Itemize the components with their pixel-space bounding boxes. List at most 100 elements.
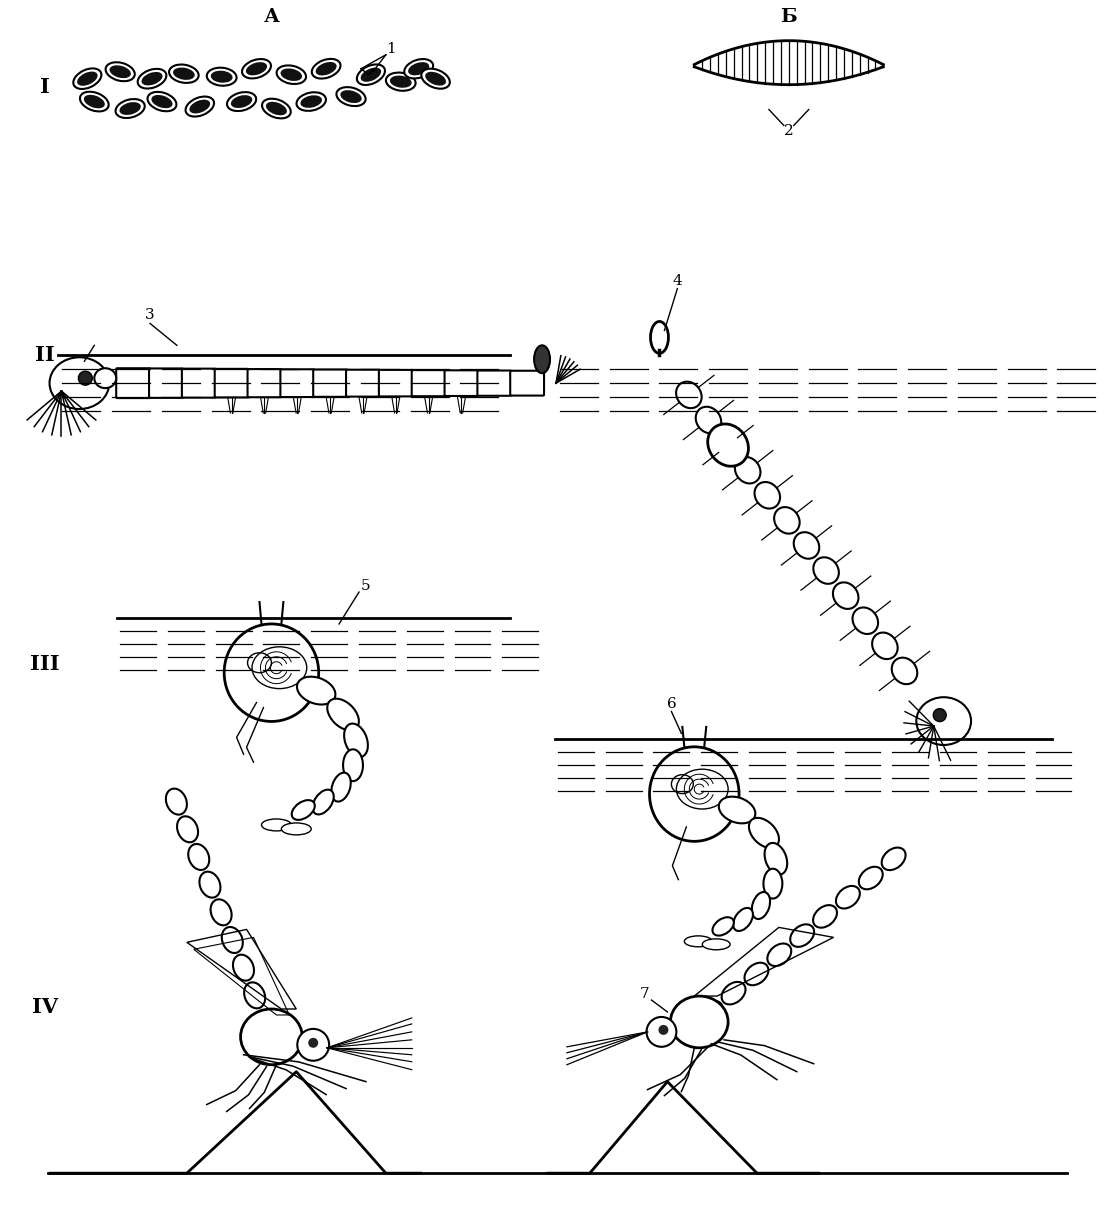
FancyBboxPatch shape [412,370,445,397]
Ellipse shape [670,996,728,1048]
Ellipse shape [277,65,306,84]
Ellipse shape [386,72,416,91]
FancyBboxPatch shape [247,370,281,398]
Ellipse shape [649,747,739,841]
Ellipse shape [647,1017,676,1047]
Ellipse shape [916,698,971,745]
Ellipse shape [170,65,198,83]
Ellipse shape [79,371,92,386]
Ellipse shape [331,772,351,802]
Ellipse shape [244,983,265,1009]
Ellipse shape [882,847,905,870]
Text: III: III [30,654,60,673]
Ellipse shape [699,1001,722,1023]
Ellipse shape [316,62,337,76]
Ellipse shape [658,1024,668,1034]
Ellipse shape [173,67,195,80]
Ellipse shape [297,677,336,705]
Ellipse shape [84,94,105,108]
Ellipse shape [852,607,878,634]
Ellipse shape [749,818,779,848]
Ellipse shape [534,345,550,373]
Ellipse shape [712,917,733,935]
Text: 2: 2 [784,125,793,138]
Text: IV: IV [31,998,58,1017]
FancyBboxPatch shape [444,371,479,397]
Ellipse shape [188,845,209,870]
Ellipse shape [242,59,271,78]
Ellipse shape [327,699,359,731]
Ellipse shape [224,624,319,721]
Ellipse shape [708,424,748,466]
FancyBboxPatch shape [346,370,380,397]
Ellipse shape [774,507,800,534]
Text: 7: 7 [639,987,649,1001]
Text: Б: Б [780,9,797,26]
Ellipse shape [50,357,110,409]
Ellipse shape [357,65,384,84]
Text: 5: 5 [361,579,371,594]
Ellipse shape [345,723,368,758]
Ellipse shape [404,59,433,78]
Ellipse shape [300,95,322,108]
Ellipse shape [281,823,311,835]
Ellipse shape [263,99,290,119]
Text: II: II [34,345,54,365]
Ellipse shape [246,62,267,76]
Ellipse shape [142,72,163,86]
Text: 1: 1 [386,42,396,56]
Ellipse shape [813,557,839,584]
Ellipse shape [312,789,334,814]
Ellipse shape [735,457,760,483]
Ellipse shape [763,869,782,898]
Ellipse shape [308,1038,318,1048]
Ellipse shape [199,871,220,897]
Ellipse shape [752,892,770,919]
Ellipse shape [227,92,256,111]
Ellipse shape [343,749,363,781]
Ellipse shape [833,583,859,608]
Ellipse shape [78,71,98,86]
Ellipse shape [390,76,412,88]
Ellipse shape [765,843,787,875]
Ellipse shape [813,905,837,928]
Ellipse shape [152,95,173,108]
Ellipse shape [892,657,917,684]
Ellipse shape [266,102,287,115]
Ellipse shape [94,368,116,388]
Ellipse shape [311,59,340,78]
Ellipse shape [408,62,429,76]
Ellipse shape [745,963,768,985]
FancyBboxPatch shape [510,371,544,395]
FancyBboxPatch shape [116,368,150,398]
Text: А: А [264,9,279,26]
Ellipse shape [685,936,712,947]
Ellipse shape [255,1010,276,1036]
Ellipse shape [211,900,232,925]
Ellipse shape [137,69,166,88]
Ellipse shape [291,800,315,820]
Ellipse shape [835,886,860,908]
Ellipse shape [755,482,780,508]
Ellipse shape [337,87,366,106]
Ellipse shape [297,92,326,111]
Ellipse shape [230,95,253,108]
Ellipse shape [147,92,176,111]
FancyBboxPatch shape [182,368,216,398]
Ellipse shape [177,816,198,842]
Ellipse shape [73,69,102,89]
Ellipse shape [240,1009,302,1065]
Ellipse shape [716,432,741,458]
Ellipse shape [120,102,141,115]
Ellipse shape [696,406,721,433]
Ellipse shape [340,91,361,103]
Ellipse shape [933,709,946,722]
FancyBboxPatch shape [215,368,248,398]
Ellipse shape [189,99,211,114]
Ellipse shape [211,71,233,83]
Ellipse shape [721,982,746,1005]
Ellipse shape [280,69,302,81]
Ellipse shape [768,944,791,966]
Ellipse shape [790,924,814,947]
Ellipse shape [207,67,237,86]
